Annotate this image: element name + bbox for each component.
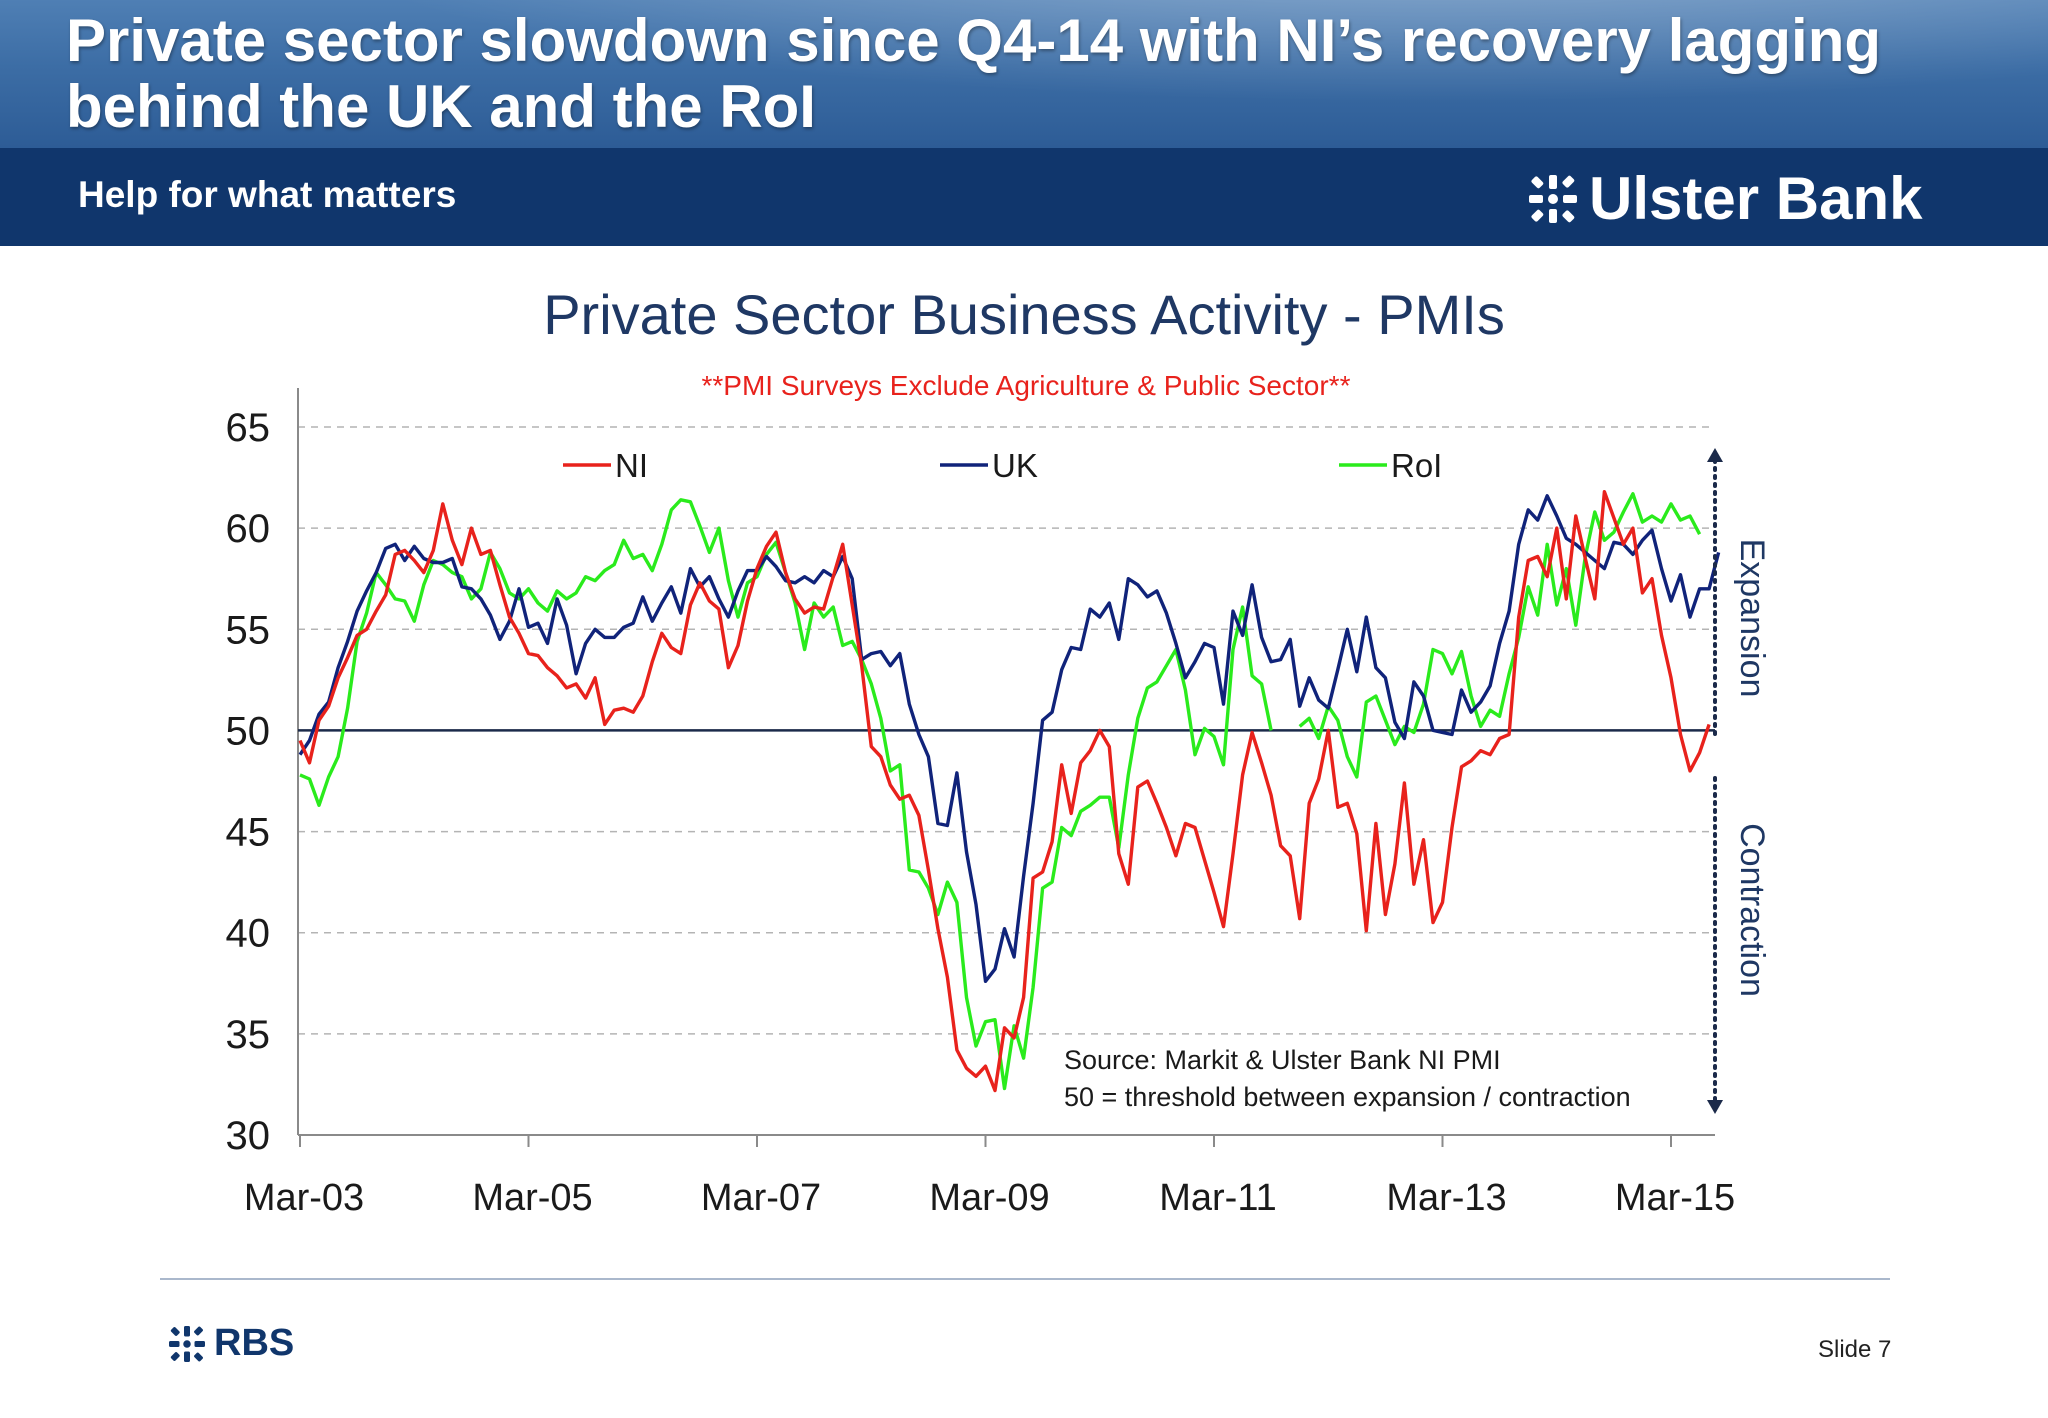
x-tick-label: Mar-11 bbox=[1159, 1177, 1277, 1219]
expansion-label: Expansion bbox=[1733, 539, 1771, 698]
legend-label-roi: RoI bbox=[1391, 447, 1442, 484]
y-tick-label: 40 bbox=[226, 912, 271, 956]
rbs-logo: RBS bbox=[166, 1322, 294, 1365]
x-tick-label: Mar-15 bbox=[1615, 1177, 1735, 1219]
series-line-uk bbox=[298, 494, 1721, 983]
legend-label-ni: NI bbox=[615, 447, 648, 484]
brand-bar bbox=[0, 148, 2048, 246]
source-note: Source: Markit & Ulster Bank NI PMI bbox=[1064, 1045, 1501, 1075]
x-tick-label: Mar-13 bbox=[1386, 1177, 1506, 1219]
daisy-chain-icon bbox=[1529, 174, 1577, 223]
x-tick-label: Mar-09 bbox=[929, 1177, 1049, 1219]
contraction-arrowhead bbox=[1707, 1100, 1723, 1114]
x-tick-label: Mar-07 bbox=[701, 1177, 821, 1219]
chart-title: Private Sector Business Activity - PMIs bbox=[543, 283, 1505, 346]
x-tick-label: Mar-05 bbox=[472, 1177, 592, 1219]
footer-divider bbox=[160, 1278, 1890, 1280]
series-line-roi bbox=[299, 492, 1702, 1091]
slide-number: Slide 7 bbox=[1818, 1336, 1892, 1363]
y-tick-label: 45 bbox=[226, 811, 271, 855]
ulster-bank-logo: Ulster Bank bbox=[1525, 164, 1922, 233]
contraction-label: Contraction bbox=[1733, 823, 1771, 997]
footer-brand-name: RBS bbox=[214, 1322, 295, 1364]
tagline: Help for what matters bbox=[78, 174, 457, 215]
source-note: 50 = threshold between expansion / contr… bbox=[1064, 1082, 1631, 1112]
series-line-ni bbox=[298, 490, 1711, 1093]
y-tick-label: 30 bbox=[226, 1114, 271, 1158]
slide-title: Private sector slowdown since Q4-14 with… bbox=[66, 7, 1882, 140]
daisy-chain-icon bbox=[169, 1325, 205, 1362]
y-tick-label: 60 bbox=[226, 507, 271, 551]
y-tick-label: 65 bbox=[226, 406, 271, 450]
x-tick-label: Mar-03 bbox=[244, 1177, 364, 1219]
header-banner: Private sector slowdown since Q4-14 with… bbox=[0, 0, 2048, 148]
legend-label-uk: UK bbox=[992, 447, 1038, 484]
brand-name: Ulster Bank bbox=[1589, 165, 1923, 232]
banner-highlight bbox=[0, 0, 2048, 148]
y-tick-label: 55 bbox=[226, 608, 271, 652]
y-tick-label: 35 bbox=[226, 1013, 271, 1057]
expansion-arrowhead bbox=[1707, 448, 1723, 462]
chart-subtitle: **PMI Surveys Exclude Agriculture & Publ… bbox=[701, 370, 1351, 401]
y-tick-label: 50 bbox=[226, 709, 271, 753]
